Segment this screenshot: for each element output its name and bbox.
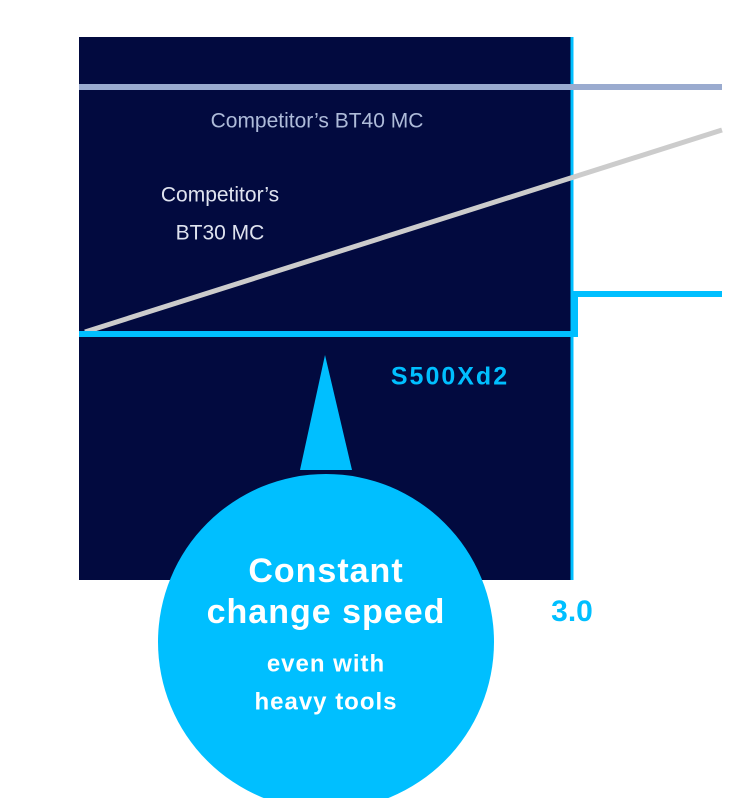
- callout-title: Constant: [248, 552, 403, 590]
- bt30-label: Competitor’s: [161, 184, 279, 207]
- callout-bubble: [158, 474, 494, 798]
- x-value-label: 3.0: [551, 595, 593, 628]
- callout-subtitle: even with: [267, 650, 385, 677]
- s500-label: S500Xd2: [391, 363, 509, 391]
- callout-title: change speed: [207, 593, 446, 631]
- callout-pointer: [300, 355, 352, 470]
- bt30-line: [84, 127, 723, 335]
- callout-subtitle: heavy tools: [254, 688, 397, 715]
- s500-line: [79, 291, 722, 337]
- bt30-label: BT30 MC: [176, 222, 265, 245]
- bt40-label: Competitor’s BT40 MC: [211, 110, 424, 133]
